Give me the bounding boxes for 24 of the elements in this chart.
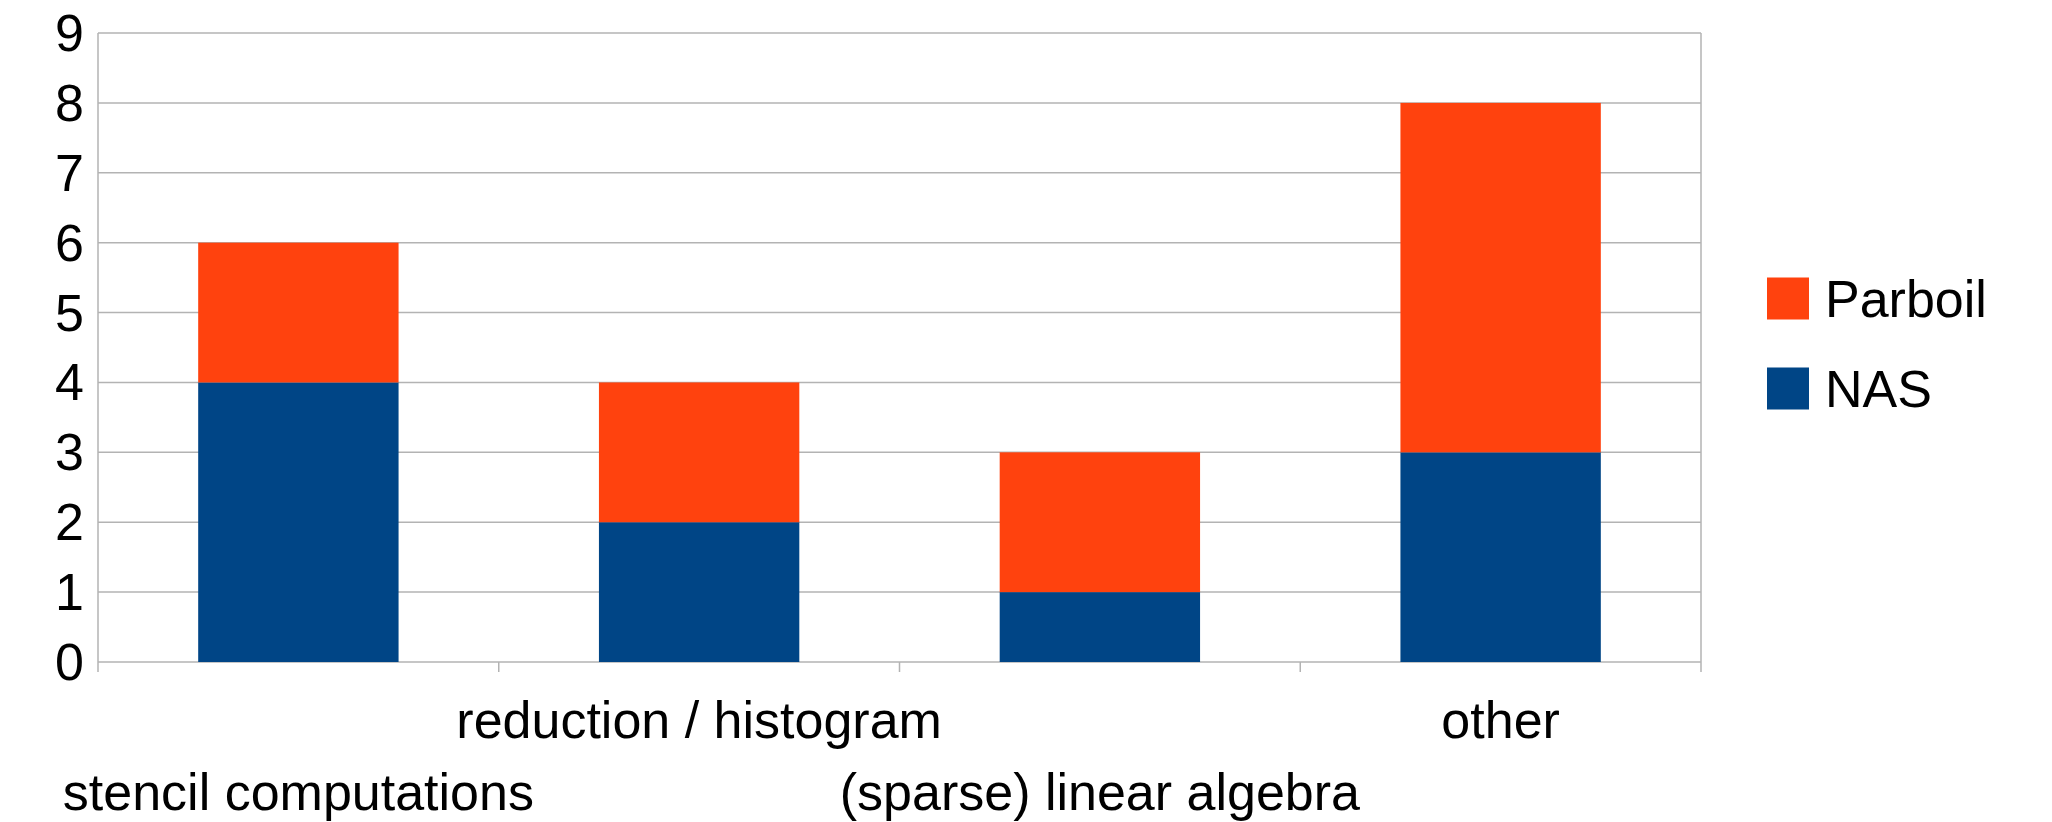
bar: [999, 592, 1201, 662]
y-tick-label: 0: [55, 633, 84, 691]
legend-label: NAS: [1825, 359, 1932, 418]
y-tick-label: 8: [55, 73, 84, 132]
x-tick-label: (sparse) linear algebra: [839, 763, 1361, 821]
y-tick-label: 1: [55, 563, 84, 622]
y-tick-label: 6: [55, 213, 84, 272]
y-tick-label: 2: [55, 493, 84, 552]
bar: [1400, 452, 1601, 662]
bar: [198, 242, 399, 383]
y-tick-label: 3: [55, 423, 84, 482]
y-tick-label: 4: [55, 353, 84, 412]
bar: [198, 382, 399, 662]
x-tick-label: stencil computations: [62, 763, 534, 821]
y-tick-label: 7: [55, 143, 84, 202]
bar: [999, 452, 1201, 593]
bar: [598, 522, 800, 662]
legend-label: Parboil: [1825, 269, 1987, 328]
x-tick-label: other: [1441, 691, 1560, 749]
bar: [1400, 102, 1601, 453]
x-tick-label: reduction / histogram: [456, 691, 942, 749]
y-tick-label: 5: [55, 283, 84, 342]
y-tick-label: 9: [55, 4, 84, 62]
bar: [598, 382, 800, 523]
